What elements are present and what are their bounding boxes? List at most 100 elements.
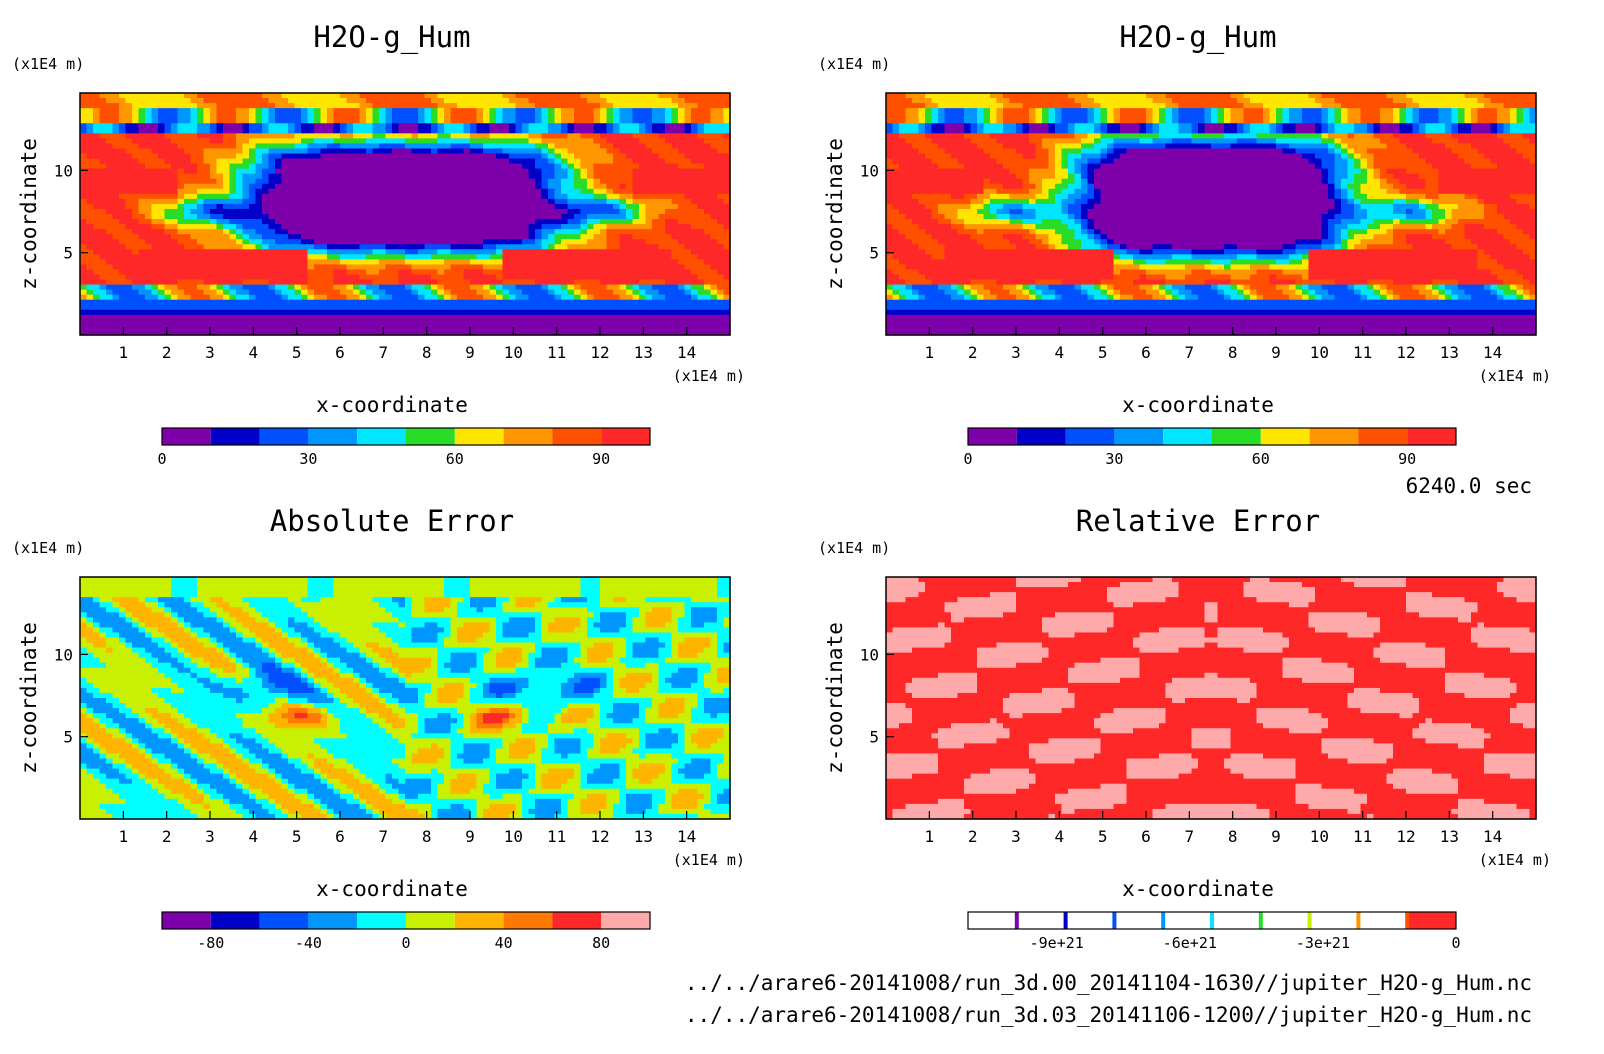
heatmap-cell	[704, 254, 711, 260]
heatmap-cell	[262, 295, 269, 301]
heatmap-cell	[87, 325, 94, 331]
heatmap-cell	[321, 254, 328, 260]
heatmap-cell	[542, 98, 549, 104]
heatmap-cell	[171, 275, 178, 281]
heatmap-cell	[308, 315, 315, 321]
heatmap-cell	[100, 310, 107, 316]
heatmap-cell	[223, 300, 230, 306]
heatmap-cell	[548, 118, 555, 124]
heatmap-cell	[685, 310, 692, 316]
heatmap-cell	[665, 184, 672, 190]
heatmap-cell	[178, 113, 185, 119]
heatmap-cell	[886, 285, 893, 291]
heatmap-cell	[366, 295, 373, 301]
heatmap-cell	[269, 229, 276, 235]
heatmap-cell	[574, 113, 581, 119]
heatmap-cell	[119, 98, 126, 104]
heatmap-cell	[366, 305, 373, 311]
heatmap-cell	[392, 325, 399, 331]
heatmap-cell	[360, 113, 367, 119]
heatmap-cell	[652, 118, 659, 124]
heatmap-cell	[672, 285, 679, 291]
heatmap-cell	[685, 269, 692, 275]
heatmap-cell	[685, 133, 692, 139]
heatmap-cell	[249, 234, 256, 240]
heatmap-cell	[295, 133, 302, 139]
heatmap-cell	[373, 325, 380, 331]
heatmap-cell	[256, 138, 263, 144]
heatmap-cell	[171, 209, 178, 215]
heatmap-cell	[717, 118, 724, 124]
heatmap-cell	[483, 154, 490, 160]
heatmap-cell	[542, 103, 549, 109]
heatmap-cell	[678, 133, 685, 139]
heatmap-cell	[230, 254, 237, 260]
heatmap-cell	[80, 113, 87, 119]
heatmap-cell	[145, 214, 152, 220]
heatmap-cell	[626, 154, 633, 160]
heatmap-cell	[542, 239, 549, 245]
heatmap-cell	[464, 285, 471, 291]
heatmap-cell	[301, 154, 308, 160]
heatmap-cell	[626, 169, 633, 175]
heatmap-cell	[659, 98, 666, 104]
heatmap-cell	[340, 204, 347, 210]
heatmap-cell	[613, 280, 620, 286]
heatmap-cell	[126, 204, 133, 210]
heatmap-cell	[373, 189, 380, 195]
heatmap-cell	[158, 138, 165, 144]
heatmap-cell	[457, 98, 464, 104]
heatmap-cell	[178, 239, 185, 245]
heatmap-cell	[223, 174, 230, 180]
heatmap-cell	[210, 249, 217, 255]
heatmap-cell	[496, 184, 503, 190]
heatmap-cell	[275, 285, 282, 291]
heatmap-cell	[685, 290, 692, 296]
heatmap-cell	[217, 204, 224, 210]
heatmap-cell	[633, 290, 640, 296]
heatmap-cell	[698, 108, 705, 114]
heatmap-cell	[405, 310, 412, 316]
heatmap-cell	[464, 93, 471, 99]
heatmap-cell	[360, 305, 367, 311]
heatmap-cell	[243, 254, 250, 260]
heatmap-cell	[886, 138, 893, 144]
heatmap-cell	[269, 179, 276, 185]
heatmap-cell	[704, 325, 711, 331]
heatmap-cell	[457, 179, 464, 185]
heatmap-cell	[184, 280, 191, 286]
heatmap-cell	[412, 103, 419, 109]
heatmap-cell	[626, 189, 633, 195]
heatmap-cell	[516, 184, 523, 190]
heatmap-cell	[717, 164, 724, 170]
heatmap-cell	[93, 154, 100, 160]
heatmap-cell	[249, 179, 256, 185]
heatmap-cell	[451, 295, 458, 301]
heatmap-cell	[893, 315, 900, 321]
heatmap-cell	[886, 103, 893, 109]
heatmap-cell	[171, 118, 178, 124]
heatmap-cell	[886, 179, 893, 185]
heatmap-cell	[87, 290, 94, 296]
heatmap-cell	[529, 143, 536, 149]
heatmap-cell	[119, 264, 126, 270]
heatmap-cell	[893, 133, 900, 139]
heatmap-cell	[704, 123, 711, 129]
heatmap-cell	[698, 179, 705, 185]
heatmap-cell	[158, 275, 165, 281]
heatmap-cell	[269, 118, 276, 124]
heatmap-cell	[262, 199, 269, 205]
heatmap-cell	[217, 224, 224, 230]
heatmap-cell	[334, 254, 341, 260]
heatmap-cell	[717, 98, 724, 104]
heatmap-cell	[308, 184, 315, 190]
heatmap-cell	[93, 320, 100, 326]
heatmap-cell	[158, 184, 165, 190]
heatmap-cell	[509, 184, 516, 190]
heatmap-cell	[587, 174, 594, 180]
heatmap-cell	[334, 305, 341, 311]
heatmap-cell	[373, 118, 380, 124]
heatmap-cell	[386, 269, 393, 275]
heatmap-cell	[594, 184, 601, 190]
heatmap-cell	[360, 154, 367, 160]
